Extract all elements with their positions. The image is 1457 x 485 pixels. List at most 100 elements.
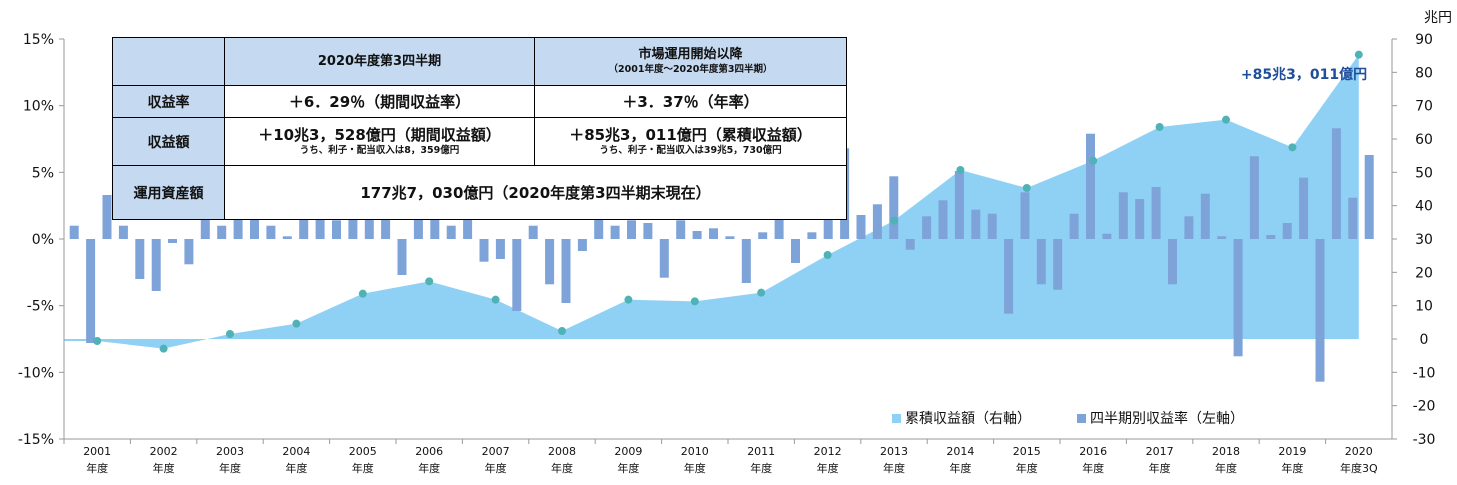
cumulative-point bbox=[1222, 115, 1230, 124]
x-tick-label-year: 2014 bbox=[946, 445, 974, 458]
right-tick-label: 80 bbox=[1415, 65, 1433, 81]
legend-label-cumulative: 累積収益額（右軸） bbox=[905, 411, 1031, 427]
q3-return-amount-note: うち、利子・配当収入は8，359億円 bbox=[299, 145, 460, 156]
right-tick-label: 90 bbox=[1415, 32, 1433, 48]
quarterly-bar bbox=[987, 213, 997, 239]
quarterly-bar bbox=[135, 239, 145, 279]
quarterly-bar bbox=[463, 203, 473, 239]
x-tick-label-suffix: 年度 bbox=[352, 461, 374, 475]
left-tick-label: 10% bbox=[23, 99, 54, 115]
cumulative-area-layer bbox=[64, 54, 1359, 349]
summary-corner-cell bbox=[112, 37, 225, 86]
right-tick-label: -10 bbox=[1413, 365, 1436, 381]
quarterly-bar bbox=[758, 232, 768, 239]
left-tick-label: -15% bbox=[18, 432, 54, 448]
cumulative-point bbox=[1288, 143, 1297, 152]
quarterly-bar bbox=[610, 225, 620, 239]
left-tick-label: -10% bbox=[18, 365, 54, 381]
quarterly-bar bbox=[1036, 239, 1046, 285]
quarterly-bar bbox=[938, 200, 948, 239]
x-tick-label-year: 2016 bbox=[1079, 445, 1107, 458]
quarterly-bar bbox=[266, 225, 276, 239]
axis-layer: 15%10%5%0%-5%-10%-15%9080706050403020100… bbox=[18, 32, 1436, 475]
quarterly-bar bbox=[250, 204, 259, 239]
cumulative-point bbox=[358, 289, 367, 298]
cumulative-point bbox=[1354, 50, 1363, 59]
x-tick-label-year: 2001 bbox=[83, 445, 111, 458]
since-return-amount-note: うち、利子・配当収入は39兆5，730億円 bbox=[599, 145, 782, 156]
quarterly-bar bbox=[561, 239, 571, 303]
cumulative-point bbox=[491, 295, 500, 304]
legend-swatch-quarterly bbox=[1077, 414, 1086, 423]
quarterly-bar bbox=[151, 239, 161, 291]
quarterly-bar bbox=[791, 239, 800, 263]
right-tick-label: 30 bbox=[1415, 232, 1433, 248]
quarterly-bar bbox=[889, 176, 899, 239]
col-header-q3: 2020年度第3四半期 bbox=[224, 37, 535, 86]
quarterly-bar bbox=[643, 223, 653, 239]
cumulative-point bbox=[159, 344, 168, 353]
x-tick-label-suffix: 年度 bbox=[485, 461, 507, 475]
left-tick-label: -5% bbox=[27, 299, 54, 315]
quarterly-bar bbox=[725, 236, 735, 239]
cumulative-point bbox=[690, 297, 699, 306]
right-tick-label: -20 bbox=[1413, 399, 1436, 415]
quarterly-bar bbox=[1299, 177, 1309, 239]
assets-value: 177兆7，030億円（2020年度第3四半期末現在） bbox=[360, 183, 711, 202]
x-tick-label-suffix: 年度 bbox=[949, 461, 971, 475]
row-label-return-rate: 収益率 bbox=[112, 85, 225, 118]
cumulative-marker-layer bbox=[93, 50, 1363, 353]
x-tick-label-suffix: 年度 bbox=[1149, 461, 1171, 475]
x-tick-label-suffix: 年度 bbox=[219, 461, 241, 475]
x-tick-label-suffix: 年度 bbox=[617, 461, 639, 475]
quarterly-bar bbox=[1331, 128, 1341, 239]
quarterly-bar bbox=[446, 225, 456, 239]
left-tick-label: 15% bbox=[23, 32, 54, 48]
x-tick-label-year: 2007 bbox=[482, 445, 510, 458]
quarterly-bar bbox=[872, 204, 882, 239]
x-tick-label-year: 2011 bbox=[747, 445, 775, 458]
x-tick-label-year: 2008 bbox=[548, 445, 576, 458]
row-label-assets: 運用資産額 bbox=[112, 165, 225, 220]
x-tick-label-year: 2015 bbox=[1013, 445, 1041, 458]
quarterly-bar bbox=[1118, 192, 1128, 239]
cumulative-point bbox=[226, 330, 234, 338]
right-tick-label: 60 bbox=[1415, 132, 1433, 148]
quarterly-bar bbox=[692, 231, 702, 239]
cumulative-point bbox=[956, 166, 965, 174]
right-tick-label: 10 bbox=[1415, 299, 1433, 315]
quarterly-bar bbox=[381, 215, 391, 239]
quarterly-bar bbox=[1135, 199, 1145, 239]
cumulative-point bbox=[558, 327, 566, 335]
x-tick-label-suffix: 年度 bbox=[86, 461, 108, 475]
right-tick-label: 50 bbox=[1415, 165, 1433, 181]
quarterly-bar bbox=[86, 239, 96, 343]
right-axis-unit: 兆円 bbox=[1424, 10, 1452, 26]
quarterly-bar bbox=[1200, 193, 1210, 239]
quarterly-bar bbox=[1217, 236, 1227, 239]
quarterly-bar bbox=[545, 239, 555, 285]
x-tick-label-suffix: 年度 bbox=[817, 461, 839, 475]
quarterly-bar bbox=[1004, 239, 1014, 314]
quarterly-bar bbox=[1086, 133, 1095, 239]
x-tick-label-suffix: 年度 bbox=[1016, 461, 1038, 475]
x-tick-label-suffix: 年度 bbox=[1215, 461, 1237, 475]
quarterly-bar bbox=[1364, 155, 1374, 239]
quarterly-bar bbox=[1315, 239, 1325, 382]
quarterly-bar bbox=[1348, 197, 1358, 239]
summary-table: 2020年度第3四半期 市場運用開始以降 （2001年度～2020年度第3四半期… bbox=[112, 37, 847, 220]
quarterly-bar bbox=[282, 236, 292, 239]
x-tick-label-year: 2004 bbox=[282, 445, 310, 458]
cell-q3-return-amount: ＋10兆3，528億円（期間収益額） うち、利子・配当収入は8，359億円 bbox=[224, 117, 535, 166]
x-tick-label-year: 2003 bbox=[216, 445, 244, 458]
cumulative-point bbox=[93, 337, 102, 345]
quarterly-bar bbox=[1151, 187, 1161, 239]
quarterly-bar bbox=[69, 225, 79, 239]
quarterly-bar bbox=[954, 171, 964, 239]
x-tick-label-year: 2006 bbox=[415, 445, 443, 458]
cumulative-area bbox=[64, 54, 1359, 349]
x-tick-label-suffix: 年度 bbox=[750, 461, 772, 475]
quarterly-bar bbox=[102, 195, 112, 239]
cumulative-point bbox=[1089, 156, 1098, 165]
left-tick-label: 5% bbox=[32, 165, 54, 181]
